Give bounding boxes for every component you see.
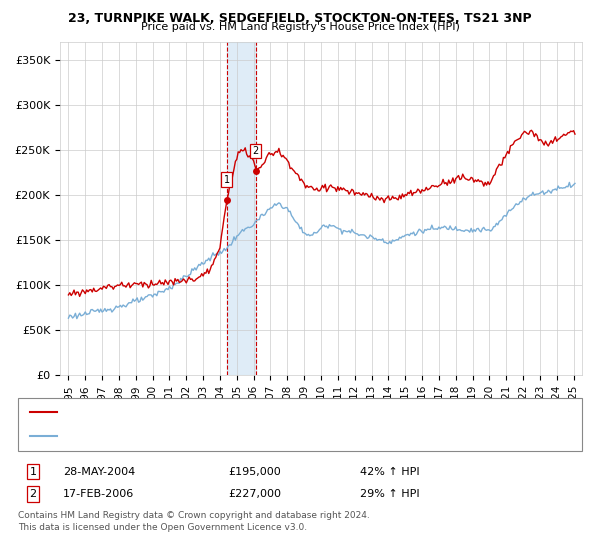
Text: 23, TURNPIKE WALK, SEDGEFIELD, STOCKTON-ON-TEES, TS21 3NP (detached house): 23, TURNPIKE WALK, SEDGEFIELD, STOCKTON-… xyxy=(64,408,477,418)
Text: £227,000: £227,000 xyxy=(228,489,281,499)
Text: 28-MAY-2004: 28-MAY-2004 xyxy=(63,466,135,477)
Text: 2: 2 xyxy=(29,489,37,499)
Text: 1: 1 xyxy=(29,466,37,477)
Text: Contains HM Land Registry data © Crown copyright and database right 2024.: Contains HM Land Registry data © Crown c… xyxy=(18,511,370,520)
Text: £195,000: £195,000 xyxy=(228,466,281,477)
Bar xyxy=(227,42,256,375)
Text: This data is licensed under the Open Government Licence v3.0.: This data is licensed under the Open Gov… xyxy=(18,523,307,532)
Text: Price paid vs. HM Land Registry's House Price Index (HPI): Price paid vs. HM Land Registry's House … xyxy=(140,22,460,32)
Text: 1: 1 xyxy=(224,175,230,185)
Text: 17-FEB-2006: 17-FEB-2006 xyxy=(63,489,134,499)
Text: 42% ↑ HPI: 42% ↑ HPI xyxy=(360,466,419,477)
Text: 29% ↑ HPI: 29% ↑ HPI xyxy=(360,489,419,499)
Text: 23, TURNPIKE WALK, SEDGEFIELD, STOCKTON-ON-TEES, TS21 3NP: 23, TURNPIKE WALK, SEDGEFIELD, STOCKTON-… xyxy=(68,12,532,25)
Text: HPI: Average price, detached house, County Durham: HPI: Average price, detached house, Coun… xyxy=(64,431,322,441)
Text: 2: 2 xyxy=(253,146,259,156)
